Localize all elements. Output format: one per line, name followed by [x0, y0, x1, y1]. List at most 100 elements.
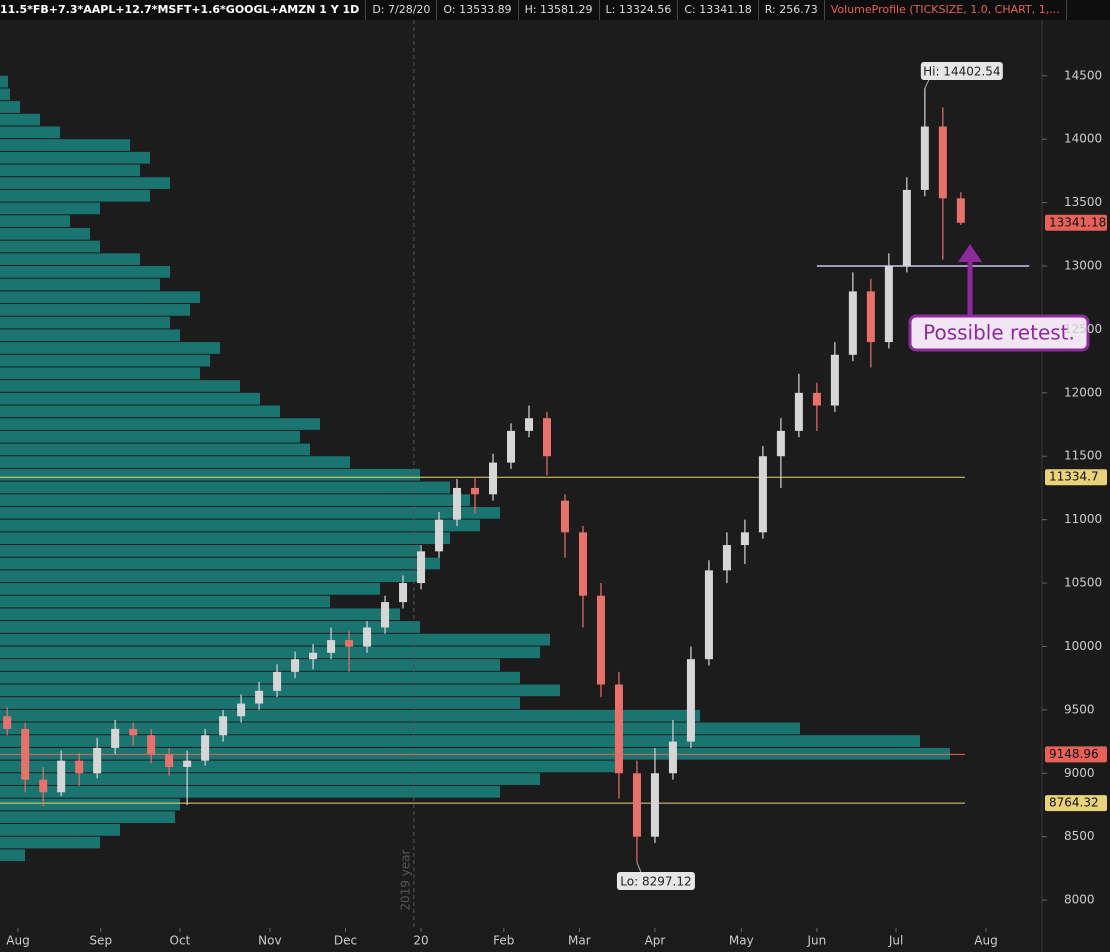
annotations: Hi: 14402.54 Lo: 8297.12 Possible retest.: [616, 62, 1090, 890]
price-tag-label: 13341.18: [1049, 215, 1106, 229]
candle-body: [776, 430, 785, 457]
volume-bar: [0, 278, 160, 291]
candle-body: [201, 735, 210, 761]
volume-bar: [0, 392, 260, 405]
volume-bar: [0, 760, 620, 773]
header-field: O: 13533.89: [437, 0, 519, 20]
volume-bar: [0, 354, 210, 367]
y-tick-label: 12000: [1064, 385, 1102, 399]
volume-bar: [0, 430, 300, 443]
grid: 2019 year: [398, 20, 415, 928]
header-field: R: 256.73: [759, 0, 825, 20]
y-tick-label: 13500: [1064, 195, 1102, 209]
candle-body: [381, 602, 390, 628]
volume-bar: [0, 849, 25, 862]
volume-bar: [0, 824, 120, 836]
candle-body: [75, 760, 84, 774]
x-tick-label: Feb: [493, 934, 514, 948]
note-arrowhead: [958, 244, 982, 262]
x-tick-label: 20: [413, 934, 428, 948]
y-tick-label: 8500: [1064, 829, 1095, 843]
candle-body: [812, 392, 821, 406]
candle-body: [363, 627, 372, 647]
candle-body: [938, 126, 947, 199]
x-tick-label: May: [729, 934, 754, 948]
y-tick-label: 11000: [1064, 512, 1102, 526]
candle-body: [471, 487, 480, 495]
candle-body: [704, 570, 713, 660]
volume-bar: [0, 709, 700, 722]
candle-body: [920, 126, 929, 190]
volume-bar: [0, 164, 140, 177]
candle-body: [524, 418, 533, 431]
volume-bar: [0, 811, 175, 824]
candle-body: [596, 595, 605, 685]
axes: 8000 8500 9000 9500 10000 10500 11000 11500 1200…: [6, 68, 1107, 948]
volume-bar: [0, 519, 480, 532]
candle-body: [560, 500, 569, 533]
candle-body: [291, 659, 300, 672]
header-field: D: 7/28/20: [366, 0, 438, 20]
candle-body: [57, 760, 66, 793]
price-tag-label: 8764.32: [1049, 796, 1099, 810]
study-label: VolumeProfile (TICKSIZE, 1.0, CHART, 1,.…: [825, 0, 1067, 20]
volume-bar: [0, 608, 400, 621]
volume-bar: [0, 659, 500, 671]
volume-bar: [0, 240, 100, 253]
candle-body: [722, 545, 731, 571]
price-tag-label: 9148.96: [1049, 747, 1099, 761]
volume-bar: [0, 253, 140, 266]
header-field: H: 13581.29: [519, 0, 600, 20]
volume-bar: [0, 227, 90, 240]
volume-bar: [0, 583, 380, 595]
volume-bar: [0, 443, 310, 456]
candle-body: [578, 532, 587, 596]
candle-body: [165, 754, 174, 767]
candle-body: [830, 354, 839, 406]
volume-bar: [0, 633, 550, 646]
volume-bar: [0, 735, 920, 747]
candle-body: [147, 735, 156, 755]
y-tick-label: 14000: [1064, 132, 1102, 146]
volume-bar: [0, 481, 450, 494]
candle-body: [399, 583, 408, 603]
volume-bar: [0, 773, 540, 785]
volume-bar: [0, 671, 520, 684]
volume-bar: [0, 316, 170, 329]
price-axis-bg: [1042, 20, 1110, 952]
candle-body: [489, 462, 498, 495]
candle-body: [273, 671, 282, 691]
lo-box: [616, 872, 695, 890]
hi-box: [920, 62, 1003, 80]
volume-bar: [0, 456, 350, 468]
volume-bar: [0, 532, 450, 545]
y-tick-label: 9500: [1064, 702, 1095, 716]
volume-bar: [0, 595, 330, 608]
candle-body: [848, 291, 857, 355]
volume-bar: [0, 468, 420, 481]
candle-body: [507, 430, 516, 463]
x-tick-label: Mar: [568, 934, 591, 948]
candle-body: [435, 519, 444, 552]
x-tick-label: Aug: [974, 934, 997, 948]
header-field: L: 13324.56: [600, 0, 679, 20]
volume-bar: [0, 202, 100, 215]
price-tag-label: 11334.7: [1049, 470, 1099, 484]
price-tag: [1045, 795, 1107, 812]
volume-bar: [0, 785, 500, 798]
candle-body: [542, 418, 551, 457]
levels: [0, 265, 1030, 804]
price-tag: [1045, 469, 1107, 486]
candle-body: [758, 456, 767, 533]
candle-body: [345, 640, 354, 647]
volume-bar: [0, 722, 800, 735]
volume-bar: [0, 139, 130, 151]
volume-bar: [0, 304, 190, 316]
y-tick-label: 13000: [1064, 259, 1102, 273]
volume-bar: [0, 75, 8, 88]
volume-bar: [0, 494, 470, 506]
volume-bar: [0, 151, 150, 164]
y-tick-label: 8000: [1064, 893, 1095, 907]
